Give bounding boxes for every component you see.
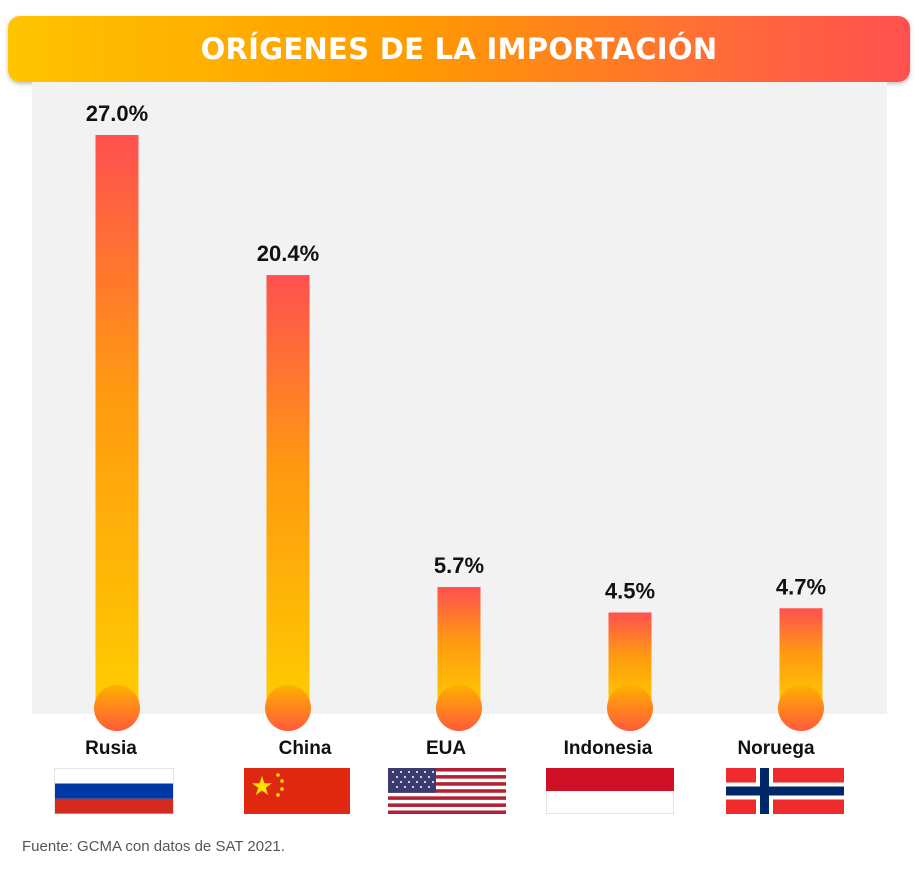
usa-flag-icon	[388, 768, 506, 814]
bar-china	[266, 275, 310, 708]
bar-base-noruega	[778, 685, 824, 731]
norway-flag-icon	[726, 768, 844, 814]
category-label-noruega: Noruega	[737, 738, 815, 759]
title-banner: ORÍGENES DE LA IMPORTACIÓN	[8, 16, 910, 82]
bar-base-rusia	[94, 685, 140, 731]
bar-base-eua	[436, 685, 482, 731]
value-label-rusia: 27.0%	[86, 101, 148, 126]
bar-rusia	[95, 135, 139, 708]
value-label-noruega: 4.7%	[776, 574, 826, 599]
category-label-rusia: Rusia	[85, 738, 137, 759]
bar-base-indonesia	[607, 685, 653, 731]
china-flag-icon	[244, 768, 350, 814]
category-label-indonesia: Indonesia	[563, 738, 653, 759]
chart-title: ORÍGENES DE LA IMPORTACIÓN	[200, 32, 718, 66]
indonesia-flag-icon	[546, 768, 674, 814]
category-label-eua: EUA	[425, 738, 467, 759]
category-label-china: China	[278, 738, 332, 759]
value-label-indonesia: 4.5%	[605, 579, 655, 604]
value-label-eua: 5.7%	[434, 553, 484, 578]
bar-base-china	[265, 685, 311, 731]
source-note: Fuente: GCMA con datos de SAT 2021.	[22, 838, 285, 855]
value-label-china: 20.4%	[257, 241, 319, 266]
russia-flag-icon	[54, 768, 174, 814]
